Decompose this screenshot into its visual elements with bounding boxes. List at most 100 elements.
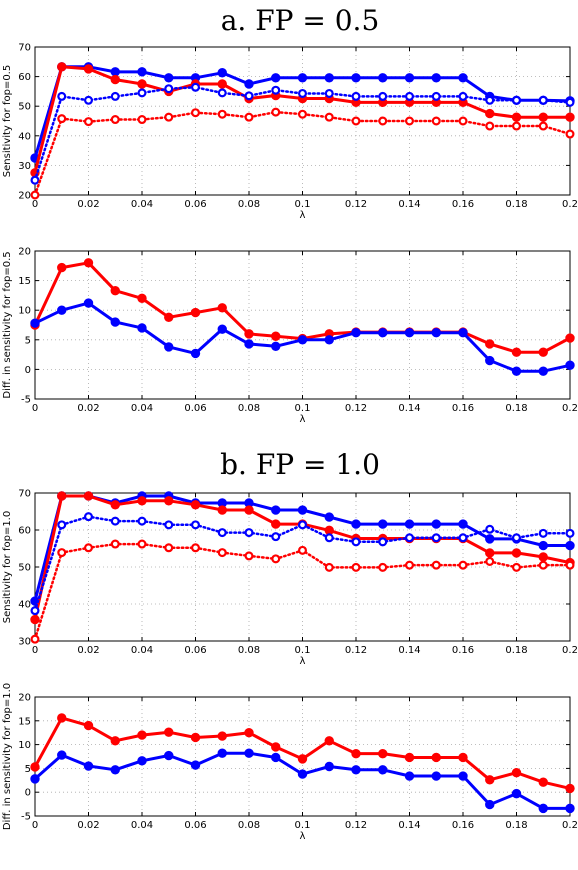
y-tick-label: -5: [21, 812, 31, 823]
data-point-open: [538, 560, 548, 570]
data-point: [244, 748, 254, 758]
x-tick-label: 0.2: [562, 199, 578, 210]
x-tick-label: 0.12: [345, 199, 367, 210]
y-tick-label: 15: [18, 716, 31, 727]
data-point-open: [110, 516, 120, 526]
data-point: [190, 307, 201, 318]
x-tick-label: 0.12: [345, 403, 367, 414]
data-point-open: [511, 533, 521, 543]
data-point-open: [538, 121, 548, 131]
data-point-open: [271, 85, 281, 95]
data-point-open: [164, 543, 174, 553]
y-axis-label: Diff. in sensitivity for fop=1.0: [2, 683, 13, 830]
x-tick-label: 0.1: [295, 403, 311, 414]
data-point: [57, 62, 67, 72]
data-point-open: [378, 562, 388, 572]
data-point-open: [324, 112, 334, 122]
x-tick-label: 0.02: [77, 199, 99, 210]
data-point: [404, 752, 415, 763]
x-axis-label: λ: [300, 656, 306, 667]
data-point: [565, 540, 575, 551]
data-point-open: [83, 95, 93, 105]
data-point: [297, 754, 308, 764]
x-tick-label: 0.04: [131, 199, 153, 210]
x-tick-label: 0.14: [398, 820, 420, 831]
data-point: [110, 74, 120, 85]
section-title-a: a. FP = 0.5: [221, 4, 380, 37]
x-axis-label: λ: [300, 414, 306, 425]
data-point: [297, 73, 308, 83]
data-point-open: [57, 548, 67, 558]
data-point: [511, 347, 522, 357]
data-point-open: [30, 175, 40, 185]
data-point: [190, 760, 201, 770]
data-point-open: [405, 533, 415, 543]
data-point-open: [511, 95, 521, 105]
data-point: [57, 713, 67, 723]
y-axis-label: Diff. in sensitivity for fop=0.5: [2, 251, 13, 398]
data-point-open: [244, 112, 254, 122]
data-point-open: [458, 91, 468, 101]
data-point-open: [137, 516, 147, 526]
data-point: [137, 293, 147, 304]
data-point: [83, 64, 94, 74]
data-point: [458, 519, 468, 529]
x-tick-label: 0.12: [345, 820, 367, 831]
data-point-open: [511, 121, 521, 131]
data-point: [538, 347, 548, 357]
data-point: [565, 783, 575, 794]
x-tick-label: 0.2: [562, 403, 578, 414]
data-point-open: [378, 116, 388, 126]
data-point: [485, 799, 495, 810]
data-point: [110, 67, 120, 77]
y-axis-label: Sensitivity for fop=0.5: [2, 65, 13, 177]
data-point: [404, 519, 415, 529]
x-tick-label: 0.2: [562, 820, 578, 831]
data-point: [485, 339, 495, 349]
data-point: [110, 765, 120, 775]
data-point-open: [217, 88, 227, 98]
data-point-open: [244, 91, 254, 101]
x-tick-label: 0.02: [77, 645, 99, 656]
data-point-open: [458, 533, 468, 543]
x-tick-label: 0.1: [295, 820, 311, 831]
data-point: [324, 761, 334, 772]
x-tick-label: 0.08: [238, 403, 260, 414]
data-point-open: [30, 606, 40, 616]
data-point: [458, 752, 468, 763]
data-point-open: [298, 520, 308, 530]
data-point: [137, 323, 147, 333]
y-tick-label: 60: [18, 526, 31, 537]
data-point: [271, 73, 281, 83]
data-point: [164, 496, 174, 506]
data-point: [431, 752, 441, 763]
data-point-open: [538, 528, 548, 538]
data-point: [164, 73, 174, 83]
data-point: [458, 771, 468, 781]
data-point-open: [405, 116, 415, 126]
y-tick-label: 10: [18, 740, 31, 751]
data-point-open: [57, 91, 67, 101]
data-point: [217, 324, 227, 334]
data-point: [271, 752, 281, 763]
y-tick-label: 5: [25, 335, 31, 346]
data-point-open: [164, 520, 174, 530]
x-tick-label: 0.2: [562, 645, 578, 656]
data-point-open: [565, 129, 575, 139]
x-tick-label: 0.04: [131, 820, 153, 831]
data-point-open: [137, 115, 147, 125]
y-axis-label: Sensitivity for fop=1.0: [2, 511, 13, 623]
data-point-open: [271, 107, 281, 117]
data-point: [137, 67, 147, 77]
data-point-open: [298, 545, 308, 555]
data-point: [164, 342, 174, 352]
data-point-open: [191, 543, 201, 553]
data-point: [378, 327, 388, 338]
data-point-open: [485, 524, 495, 534]
data-point: [30, 318, 40, 328]
series-line: [33, 86, 572, 182]
data-point: [57, 750, 67, 760]
chart-panel-diff-sensitivity-fop-0-5: 0 0.02 0.04 0.06 0.08 0.1 0.12 0.14 0.16 0.18 0.2 -…: [2, 247, 578, 426]
data-point: [271, 519, 281, 529]
data-point-open: [244, 528, 254, 538]
